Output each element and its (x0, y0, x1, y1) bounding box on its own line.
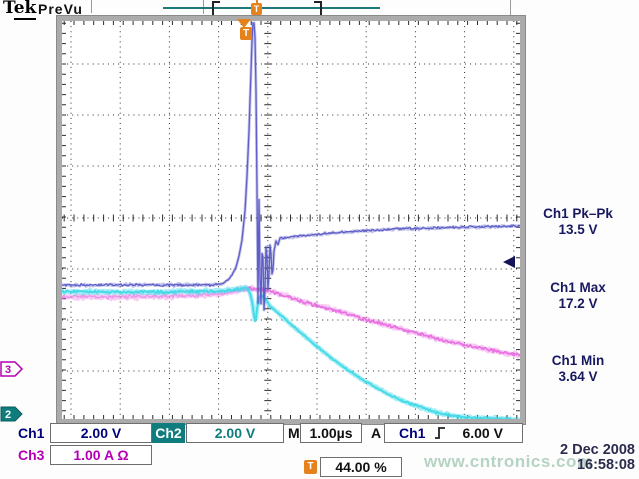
ch2-scale-readout: 2.00 V (186, 423, 284, 443)
trigger-level: 6.00 V (462, 425, 503, 441)
trigger-position-readout: 44.00 % (320, 457, 402, 477)
ch1-trace (62, 22, 520, 311)
topbar-divider (91, 0, 92, 13)
date-text: 2 Dec 2008 (560, 442, 635, 458)
time-text: 16:58:08 (576, 457, 635, 473)
ch1-trace-glow (62, 21, 520, 312)
svg-text:2: 2 (5, 409, 11, 421)
ch2-trace (62, 286, 517, 419)
trigger-position-arrow-icon[interactable] (237, 19, 251, 28)
timebase-label: M (288, 425, 300, 441)
channel-3-position-marker[interactable]: 3 (0, 361, 24, 377)
tek-logo-ek: ek (13, 0, 37, 20)
topbar-divider (510, 0, 511, 15)
ch3-trace (62, 286, 253, 300)
ch1-scale-readout: 2.00 V (50, 423, 152, 443)
channel-2-position-marker[interactable]: 2 (0, 406, 24, 422)
measurement-value: 17.2 V (558, 296, 598, 311)
record-trigger-marker-icon[interactable]: T (251, 3, 262, 15)
svg-text:3: 3 (5, 364, 11, 376)
record-trigger-stem (256, 0, 258, 4)
waveform-plot (62, 21, 520, 419)
ch3-trace (247, 286, 520, 357)
trigger-readout: Ch1 6.00 V (384, 423, 523, 443)
ch3-label: Ch3 (18, 447, 45, 463)
ch2-trace-glow (62, 284, 520, 419)
measurement-label: Ch1 Min (551, 353, 605, 368)
trigger-mode-label: A (371, 425, 382, 441)
trigger-level-arrow-icon[interactable] (503, 256, 516, 268)
watermark-text: www.cntronics.com (424, 452, 593, 471)
ch3-scale-readout: 1.00 A Ω (50, 445, 152, 465)
trigger-position-icon: T (304, 460, 317, 474)
measurement-label: Ch1 Max (550, 280, 606, 295)
timebase-readout: 1.00µs (300, 423, 362, 443)
window-bracket-left-icon[interactable] (212, 1, 220, 17)
rising-edge-icon (435, 427, 446, 439)
tek-logo-t: T (3, 0, 14, 18)
trigger-position-flag-icon[interactable]: T (240, 27, 252, 40)
measurement-value: 13.5 V (558, 222, 598, 237)
measurement-label: Ch1 Pk–Pk (543, 206, 613, 221)
window-bracket-right-icon[interactable] (314, 1, 322, 17)
record-view-line (163, 7, 380, 9)
ch2-label: Ch2 (152, 423, 185, 443)
measurement-value: 3.64 V (558, 369, 598, 384)
ch1-label: Ch1 (18, 425, 45, 441)
tek-logo: Tek (3, 0, 37, 20)
trigger-source: Ch1 (399, 425, 426, 441)
datetime-readout: 2 Dec 2008 16:58:08 (560, 443, 635, 473)
acquisition-status: PreVu (38, 1, 83, 17)
